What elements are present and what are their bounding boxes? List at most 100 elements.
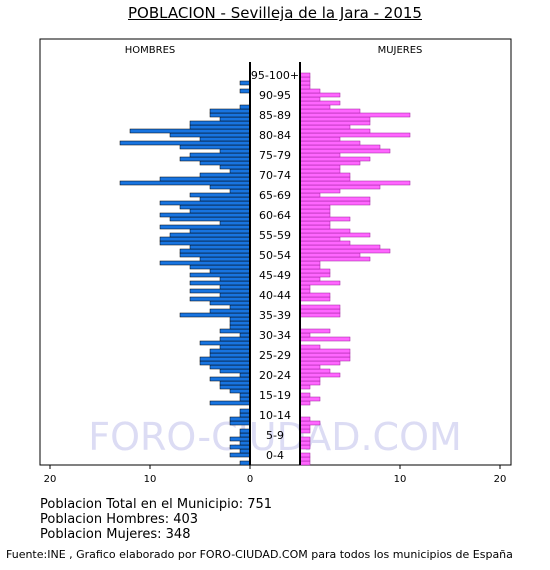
female-bar — [299, 452, 311, 458]
female-bar — [299, 304, 341, 310]
female-bar — [299, 436, 311, 442]
male-bar — [159, 176, 251, 182]
female-bar — [299, 260, 321, 266]
female-bar — [299, 176, 351, 182]
age-group-label: 65-69 — [259, 189, 291, 202]
female-bar — [299, 292, 331, 298]
male-bar — [229, 316, 251, 322]
female-bar — [299, 272, 331, 278]
male-bar — [239, 396, 251, 402]
male-bar — [219, 116, 251, 122]
male-bar — [189, 288, 251, 294]
male-bar — [229, 320, 251, 326]
male-bar — [239, 440, 251, 446]
male-bar — [199, 356, 251, 362]
male-bar — [219, 276, 251, 282]
male-bar — [239, 432, 251, 438]
male-bar — [219, 292, 251, 298]
female-bar — [299, 132, 411, 138]
male-bar — [119, 140, 251, 146]
male-bar — [169, 132, 251, 138]
female-bar — [299, 332, 311, 338]
male-bar — [179, 204, 251, 210]
age-group-label: 40-44 — [259, 289, 291, 302]
female-bar — [299, 264, 321, 270]
source-note: Fuente:INE , Grafico elaborado por FORO-… — [6, 548, 513, 561]
female-bar — [299, 92, 341, 98]
female-bar — [299, 120, 371, 126]
male-bar — [199, 196, 251, 202]
female-bar — [299, 328, 331, 334]
male-bar — [209, 184, 251, 190]
male-bar — [229, 168, 251, 174]
age-group-label: 90-95 — [259, 89, 291, 102]
female-bar — [299, 192, 321, 198]
female-bar — [299, 136, 341, 142]
age-group-label: 45-49 — [259, 269, 291, 282]
male-bar — [229, 416, 251, 422]
age-group-label: 35-39 — [259, 309, 291, 322]
male-bar — [159, 224, 251, 230]
chart-title: POBLACION - Sevilleja de la Jara - 2015 — [128, 4, 422, 22]
male-bar — [159, 236, 251, 242]
age-group-label: 75-79 — [259, 149, 291, 162]
male-bar — [209, 300, 251, 306]
female-bar — [299, 104, 331, 110]
male-bar — [189, 124, 251, 130]
male-bar — [239, 80, 251, 86]
male-bar — [219, 336, 251, 342]
female-bar — [299, 160, 361, 166]
male-bar — [239, 412, 251, 418]
male-bar — [219, 380, 251, 386]
female-bar — [299, 440, 311, 446]
male-bar — [189, 272, 251, 278]
age-group-label: 60-64 — [259, 209, 291, 222]
female-bar — [299, 80, 311, 86]
female-bar — [299, 244, 381, 250]
female-bar — [299, 428, 311, 434]
male-bar — [229, 324, 251, 330]
male-bar — [219, 384, 251, 390]
female-bar — [299, 364, 321, 370]
female-bar — [299, 212, 331, 218]
female-bar — [299, 240, 351, 246]
female-bar — [299, 100, 341, 106]
male-bar — [239, 332, 251, 338]
female-bar — [299, 256, 371, 262]
male-bar — [239, 408, 251, 414]
female-bar — [299, 456, 311, 462]
female-bar — [299, 424, 311, 430]
female-bar — [299, 268, 331, 274]
female-bar — [299, 208, 331, 214]
female-bar — [299, 228, 351, 234]
age-group-label: 85-89 — [259, 109, 291, 122]
male-bar — [219, 344, 251, 350]
male-bar — [189, 244, 251, 250]
female-bar — [299, 96, 321, 102]
female-bar — [299, 376, 321, 382]
age-group-label: 95-100+ — [251, 69, 299, 82]
female-bar — [299, 196, 371, 202]
male-bar — [209, 376, 251, 382]
female-bar — [299, 88, 321, 94]
male-bar — [189, 280, 251, 286]
male-bar — [239, 104, 251, 110]
male-bar — [159, 200, 251, 206]
male-bar — [159, 240, 251, 246]
x-tick-label: 10 — [144, 474, 157, 485]
male-bar — [219, 284, 251, 290]
male-bar — [189, 152, 251, 158]
male-bar — [199, 360, 251, 366]
male-bar — [179, 144, 251, 150]
male-bar — [169, 216, 251, 222]
female-bar — [299, 380, 321, 386]
male-bar — [229, 444, 251, 450]
male-bar — [239, 392, 251, 398]
male-bar — [199, 340, 251, 346]
age-group-label: 10-14 — [259, 409, 291, 422]
age-group-label: 80-84 — [259, 129, 291, 142]
male-bar — [119, 180, 251, 186]
female-bar — [299, 220, 331, 226]
male-bar — [209, 400, 251, 406]
female-bar — [299, 252, 361, 258]
